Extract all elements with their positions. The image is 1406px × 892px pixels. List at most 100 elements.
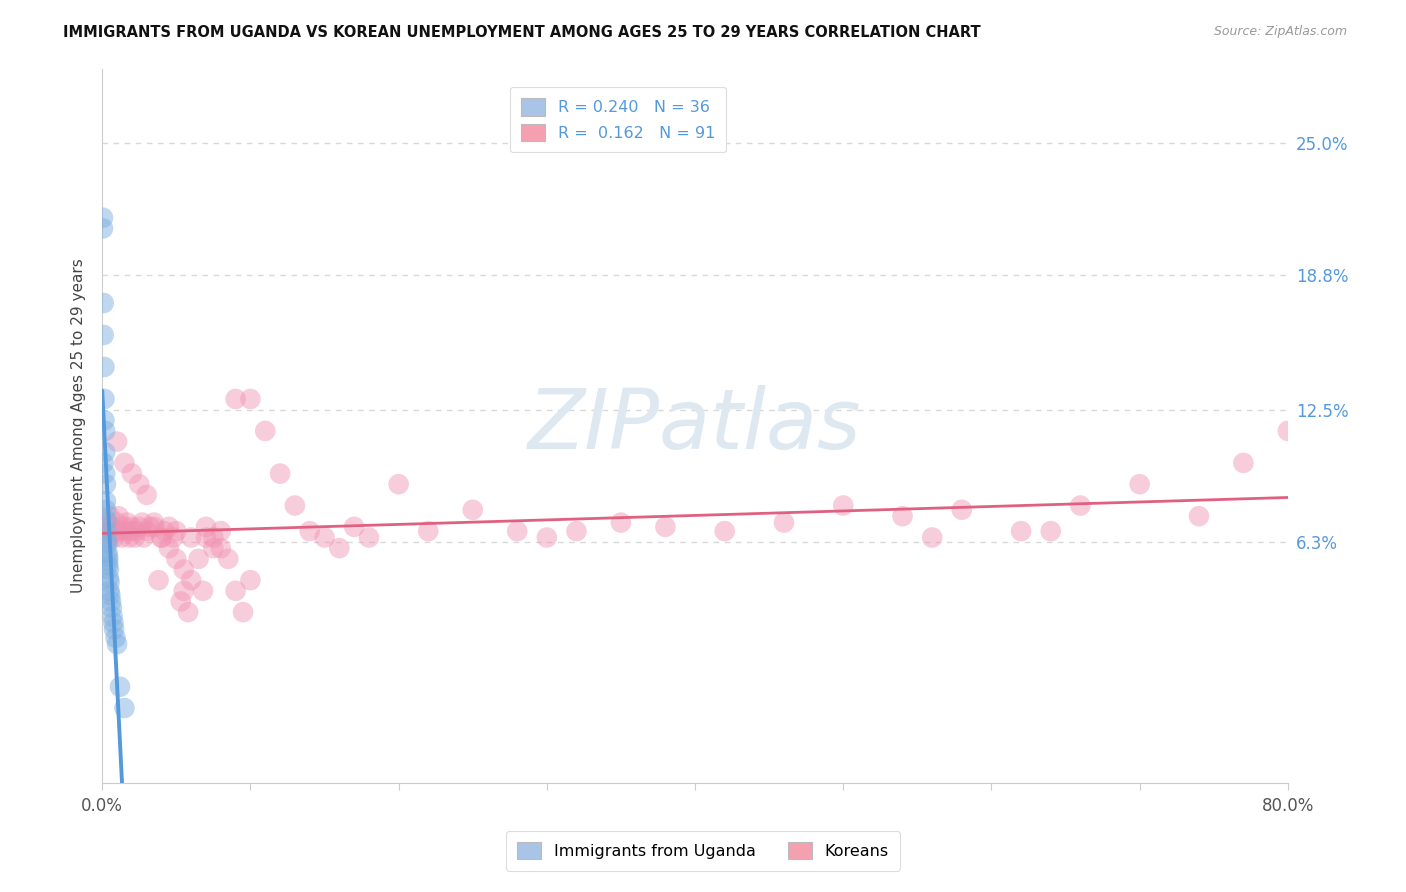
Point <box>115 524 138 538</box>
Point <box>180 573 202 587</box>
Point <box>202 541 225 556</box>
Point <box>225 583 247 598</box>
Point <box>101 609 124 624</box>
Point <box>94 467 117 481</box>
Point <box>93 524 115 538</box>
Point <box>254 424 277 438</box>
Text: ZIPatlas: ZIPatlas <box>529 385 862 467</box>
Text: Source: ZipAtlas.com: Source: ZipAtlas.com <box>1213 25 1347 38</box>
Point <box>165 524 187 538</box>
Point <box>565 524 588 538</box>
Point <box>950 503 973 517</box>
Point <box>121 467 143 481</box>
Point <box>93 296 115 310</box>
Point <box>96 524 118 538</box>
Point <box>157 541 180 556</box>
Point <box>135 524 157 538</box>
Point <box>103 615 125 630</box>
Point <box>180 531 202 545</box>
Point <box>610 516 633 530</box>
Point <box>94 520 117 534</box>
Point <box>94 477 117 491</box>
Point <box>98 575 121 590</box>
Point <box>97 531 120 545</box>
Point <box>138 520 160 534</box>
Point <box>121 520 143 534</box>
Point <box>128 520 150 534</box>
Point <box>114 701 136 715</box>
Point <box>132 531 155 545</box>
Point <box>298 524 321 538</box>
Point <box>103 531 125 545</box>
Point <box>97 571 120 585</box>
Point <box>97 562 120 576</box>
Point <box>108 524 131 538</box>
Point <box>269 467 291 481</box>
Legend: R = 0.240   N = 36, R =  0.162   N = 91: R = 0.240 N = 36, R = 0.162 N = 91 <box>510 87 727 153</box>
Point <box>105 516 128 530</box>
Point <box>143 516 166 530</box>
Point <box>94 503 117 517</box>
Point <box>157 520 180 534</box>
Point <box>93 359 115 374</box>
Point <box>187 551 209 566</box>
Point <box>135 488 157 502</box>
Point <box>191 583 214 598</box>
Point <box>114 520 136 534</box>
Point <box>1010 524 1032 538</box>
Point <box>131 516 153 530</box>
Point <box>91 221 114 235</box>
Point <box>173 583 195 598</box>
Point <box>93 328 115 343</box>
Point <box>284 499 307 513</box>
Point <box>165 551 187 566</box>
Point <box>314 531 336 545</box>
Point <box>357 531 380 545</box>
Y-axis label: Unemployment Among Ages 25 to 29 years: Unemployment Among Ages 25 to 29 years <box>72 258 86 593</box>
Point <box>143 520 166 534</box>
Point <box>654 520 676 534</box>
Point <box>153 524 176 538</box>
Point <box>124 531 146 545</box>
Legend: Immigrants from Uganda, Koreans: Immigrants from Uganda, Koreans <box>506 830 900 871</box>
Point <box>891 509 914 524</box>
Text: IMMIGRANTS FROM UGANDA VS KOREAN UNEMPLOYMENT AMONG AGES 25 TO 29 YEARS CORRELAT: IMMIGRANTS FROM UGANDA VS KOREAN UNEMPLO… <box>63 25 981 40</box>
Point <box>194 531 217 545</box>
Point <box>1232 456 1254 470</box>
Point <box>101 600 124 615</box>
Point <box>96 545 118 559</box>
Point <box>110 531 132 545</box>
Point <box>1039 524 1062 538</box>
Point <box>1069 499 1091 513</box>
Point <box>100 594 122 608</box>
Point <box>98 509 121 524</box>
Point <box>98 588 121 602</box>
Point <box>150 531 173 545</box>
Point <box>177 605 200 619</box>
Point <box>96 513 118 527</box>
Point <box>97 554 120 568</box>
Point <box>536 531 558 545</box>
Point <box>418 524 440 538</box>
Point <box>209 541 232 556</box>
Point <box>93 392 115 406</box>
Point <box>94 424 117 438</box>
Point <box>173 562 195 576</box>
Point <box>107 509 129 524</box>
Point <box>162 531 184 545</box>
Point <box>239 392 262 406</box>
Point <box>117 516 139 530</box>
Point <box>96 534 118 549</box>
Point <box>217 551 239 566</box>
Point <box>97 549 120 564</box>
Point <box>105 637 128 651</box>
Point <box>713 524 735 538</box>
Point <box>343 520 366 534</box>
Point <box>108 680 131 694</box>
Point <box>202 531 225 545</box>
Point <box>105 434 128 449</box>
Point <box>170 594 193 608</box>
Point <box>225 392 247 406</box>
Point <box>194 520 217 534</box>
Point <box>91 211 114 225</box>
